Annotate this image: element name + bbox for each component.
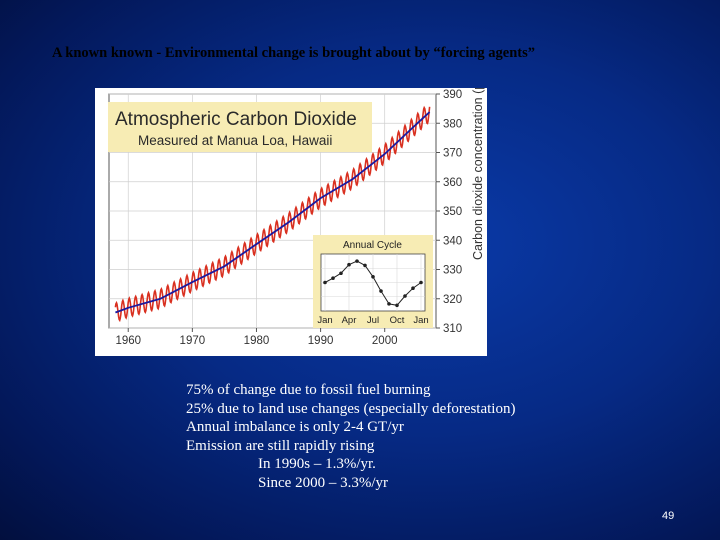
sub-bullet-2000: Since 2000 – 3.3%/yr: [258, 474, 388, 491]
inset-x-tick-label: Jan: [413, 315, 428, 326]
annual-cycle-inset: Annual Cycle Jan Apr Jul Oct Jan: [313, 235, 433, 328]
annual-cycle-point: [411, 286, 415, 290]
y-tick-label: 390: [443, 89, 462, 101]
sub-bullet-1990s: In 1990s – 1.3%/yr.: [258, 456, 376, 472]
body-text: 75% of change due to fossil fuel burning…: [186, 381, 515, 492]
annual-cycle-point: [379, 289, 383, 293]
bullet-annual-imbalance: Annual imbalance is only 2-4 GT/yr: [186, 419, 404, 435]
y-tick-label: 370: [443, 148, 462, 160]
y-tick-label: 310: [443, 323, 462, 335]
x-tick-label: 1970: [180, 335, 206, 347]
y-tick-label: 350: [443, 206, 462, 218]
y-axis-label: Carbon dioxide concentration (ppmv): [471, 88, 485, 260]
annual-cycle-point: [387, 302, 391, 306]
annual-cycle-point: [323, 280, 327, 285]
chart-title: Atmospheric Carbon Dioxide: [115, 109, 357, 130]
y-tick-label: 320: [443, 294, 462, 306]
co2-chart-svg: 310 320 330 340 350 360 370 380 390 1960 1970 1980 1…: [108, 88, 485, 347]
x-tick-label: 1990: [308, 335, 334, 347]
page-number: 49: [662, 510, 675, 522]
inset-x-tick-label: Apr: [342, 315, 357, 326]
inset-x-tick-label: Oct: [390, 315, 405, 326]
bullet-emissions-rising: Emission are still rapidly rising: [186, 437, 375, 454]
annual-cycle-point: [355, 259, 359, 263]
inset-title: Annual Cycle: [343, 240, 402, 251]
y-tick-label: 330: [443, 265, 462, 277]
chart-subtitle: Measured at Manua Loa, Hawaii: [138, 133, 332, 148]
bullet-fossil-fuel: 75% of change due to fossil fuel burning: [186, 382, 431, 398]
slide-title: A known known - Environmental change is …: [52, 45, 536, 61]
y-tick-label: 380: [443, 118, 462, 130]
inset-x-tick-label: Jul: [367, 315, 379, 326]
x-tick-label: 2000: [372, 335, 398, 347]
y-tick-label: 360: [443, 177, 462, 189]
inset-x-tick-label: Jan: [317, 315, 332, 326]
annual-cycle-point: [347, 262, 351, 267]
annual-cycle-point: [395, 303, 399, 308]
bullet-land-use: 25% due to land use changes (especially …: [186, 400, 516, 417]
annual-cycle-point: [403, 294, 407, 298]
x-tick-label: 1960: [115, 335, 141, 347]
x-tick-label: 1980: [244, 335, 270, 347]
trend-co2-line: [115, 111, 431, 314]
y-tick-label: 340: [443, 235, 462, 247]
seasonal-co2-line: [114, 105, 431, 323]
annual-cycle-point: [339, 271, 343, 276]
title-box: [108, 102, 372, 152]
annual-cycle-point: [331, 276, 335, 281]
annual-cycle-point: [419, 280, 423, 285]
co2-chart: 310 320 330 340 350 360 370 380 390 1960 1970 1980 1…: [95, 88, 487, 356]
annual-cycle-point: [371, 275, 375, 279]
annual-cycle-point: [363, 263, 367, 268]
